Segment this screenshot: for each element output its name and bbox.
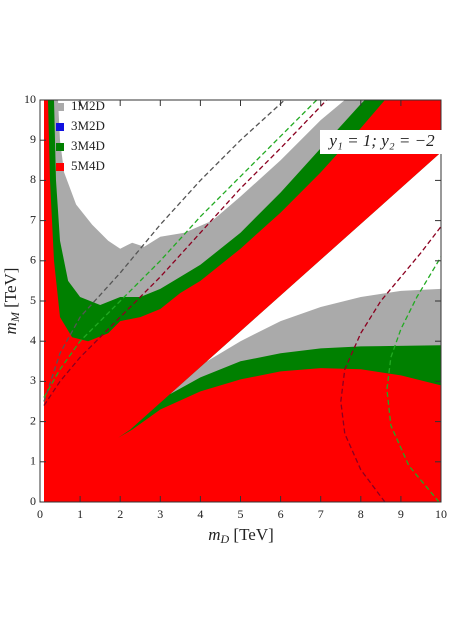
legend-label: 1M2D [71, 98, 105, 113]
y-axis-label: mM [TeV] [1, 268, 22, 335]
dashed-curve [43, 100, 286, 402]
dashed-curve [386, 256, 441, 502]
y-label-symbol: m [1, 322, 20, 334]
x-tick-label: 7 [318, 507, 324, 521]
legend-swatch [56, 143, 64, 151]
x-tick-label: 1 [77, 507, 83, 521]
y-tick-label: 8 [30, 172, 36, 186]
legend-swatch [56, 123, 64, 131]
x-tick-label: 9 [398, 507, 404, 521]
x-label-sub: D [220, 532, 230, 546]
y-tick-label: 10 [24, 92, 36, 106]
dashed-curve [43, 100, 328, 406]
x-tick-label: 8 [358, 507, 364, 521]
region [44, 100, 441, 502]
annotation: y₁ = 1; y₂ = −2 [327, 131, 435, 150]
ticks: 0 1 2 3 4 5 6 7 8 9 10 0 1 2 3 4 5 6 7 8 9 10 [24, 92, 447, 521]
legend: 1M2D 3M2D 3M4D 5M4D [56, 98, 105, 173]
y-tick-label: 2 [30, 413, 36, 427]
y-tick-label: 3 [30, 373, 36, 387]
y-tick-label: 7 [30, 212, 36, 226]
x-label-unit: [TeV] [229, 525, 274, 544]
x-tick-label: 10 [435, 507, 447, 521]
dashed-curve [43, 100, 318, 398]
annotation-box [320, 130, 444, 154]
y-tick-label: 5 [30, 293, 36, 307]
y-label-sub: M [8, 311, 22, 323]
legend-label: 5M4D [71, 158, 105, 173]
legend-label: 3M2D [71, 118, 105, 133]
y-tick-label: 6 [30, 253, 36, 267]
legend-swatch [56, 103, 64, 111]
y-label-unit: [TeV] [1, 268, 20, 313]
y-tick-label: 1 [30, 454, 36, 468]
x-tick-label: 6 [278, 507, 284, 521]
y-tick-label: 4 [30, 333, 36, 347]
x-tick-label: 5 [238, 507, 244, 521]
y-tick-label: 9 [30, 132, 36, 146]
dashed-curve [340, 226, 441, 502]
x-axis-label: mD [TeV] [208, 525, 274, 546]
x-tick-label: 3 [157, 507, 163, 521]
x-tick-label: 4 [197, 507, 203, 521]
y-tick-label: 0 [30, 494, 36, 508]
x-tick-label: 2 [117, 507, 123, 521]
x-tick-label: 0 [37, 507, 43, 521]
x-label-symbol: m [208, 525, 220, 544]
plot-area [43, 100, 441, 502]
legend-swatch [56, 163, 64, 171]
legend-label: 3M4D [71, 138, 105, 153]
